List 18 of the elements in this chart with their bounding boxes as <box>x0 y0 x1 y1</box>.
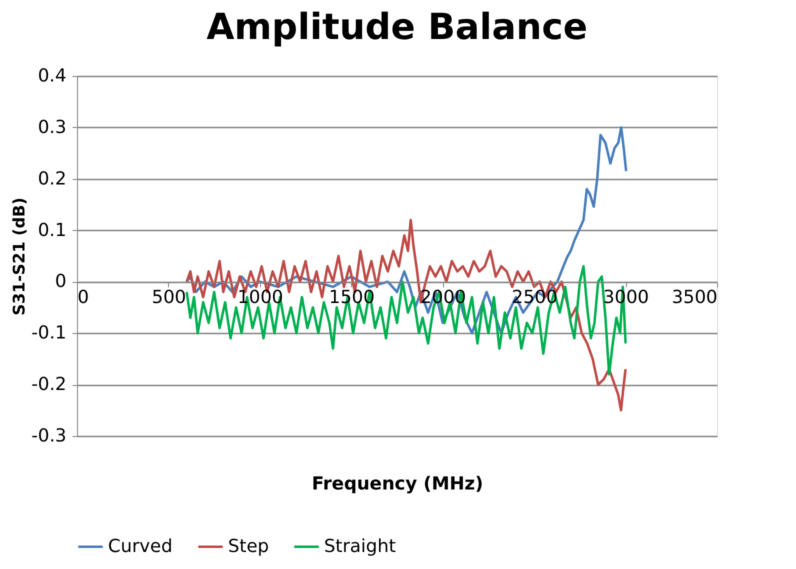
y-tick-label: -0.1 <box>31 322 66 344</box>
legend-label: Curved <box>108 536 173 557</box>
y-tick-label: 0.4 <box>38 66 66 86</box>
y-tick-label: 0.2 <box>38 168 66 190</box>
x-tick-label: 3500 <box>672 287 718 308</box>
legend-label: Straight <box>324 536 396 557</box>
x-tick-label: 1000 <box>237 287 284 308</box>
x-axis-title: Frequency (MHz) <box>312 474 484 494</box>
y-tick-label: 0 <box>55 271 66 292</box>
y-tick-label: 0.1 <box>38 220 66 241</box>
y-axis-title: S31-S21 (dB) <box>9 197 28 316</box>
legend-label: Step <box>228 536 269 557</box>
y-tick-label: 0.3 <box>38 116 66 138</box>
y-tick-label: -0.2 <box>31 374 66 396</box>
chart-title: Amplitude Balance <box>206 7 588 48</box>
x-tick-label: 500 <box>152 287 186 308</box>
x-tick-label: 0 <box>78 287 89 308</box>
y-tick-label: -0.3 <box>31 426 66 446</box>
